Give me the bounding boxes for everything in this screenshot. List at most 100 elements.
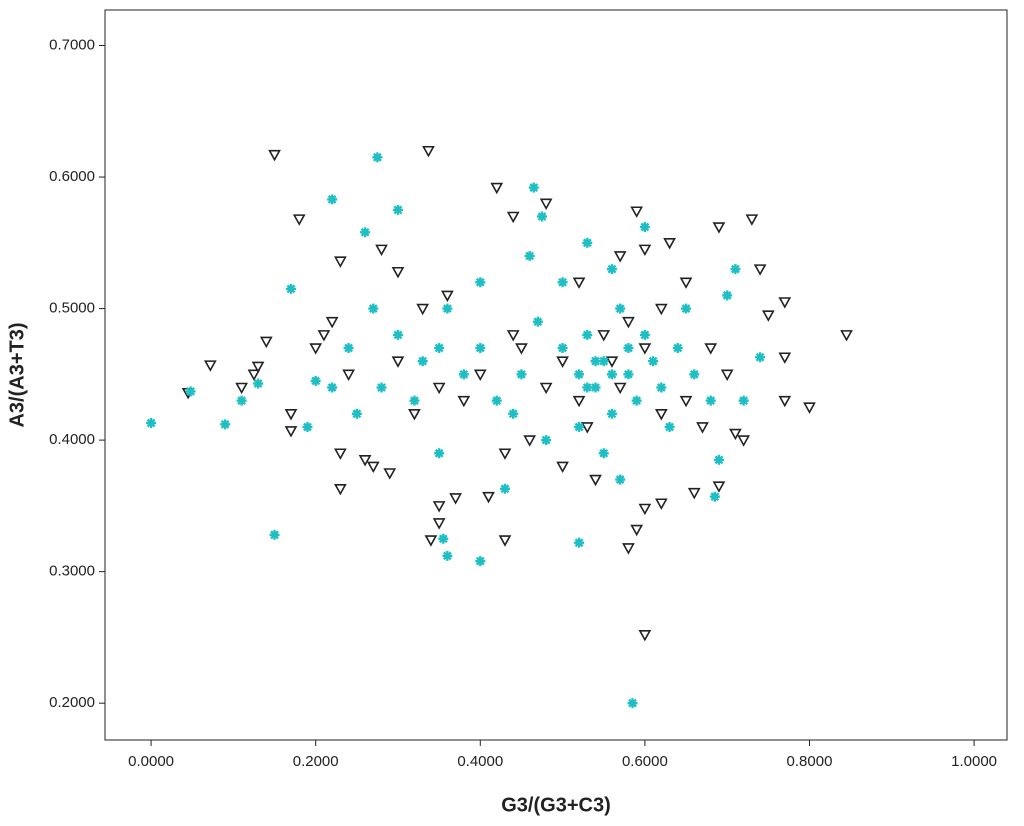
marker-shape	[203, 360, 217, 372]
marker-shape	[498, 535, 512, 547]
marker-stroke	[574, 369, 584, 379]
marker-stroke	[722, 291, 732, 300]
point	[730, 264, 741, 275]
marker-shape	[506, 211, 520, 224]
marker-shape	[432, 518, 446, 530]
marker-shape	[753, 264, 767, 276]
marker-stroke	[632, 396, 642, 406]
point	[442, 550, 453, 561]
point	[712, 481, 726, 493]
point	[457, 395, 471, 408]
point	[572, 277, 586, 289]
marker-shape	[334, 448, 347, 460]
marker-stroke	[311, 376, 321, 386]
point	[458, 369, 469, 380]
marker-shape	[556, 461, 569, 474]
point	[556, 356, 569, 368]
marker-stroke	[434, 448, 444, 458]
point	[473, 369, 487, 381]
point	[391, 266, 405, 279]
marker-stroke	[710, 492, 720, 502]
point	[539, 382, 553, 395]
marker-stroke	[475, 343, 485, 353]
y-tick-label: 0.5000	[49, 300, 95, 317]
marker-shape	[334, 483, 347, 496]
marker-shape	[457, 395, 471, 408]
point	[342, 369, 355, 381]
point	[613, 382, 627, 395]
marker-stroke	[648, 356, 658, 366]
point	[631, 395, 642, 406]
point	[803, 402, 816, 414]
marker-stroke	[344, 343, 353, 353]
point	[251, 361, 265, 374]
marker-stroke	[591, 356, 600, 366]
marker-stroke	[673, 343, 683, 353]
point	[598, 448, 609, 459]
marker-shape	[259, 336, 273, 349]
point	[654, 498, 668, 510]
point	[516, 369, 527, 380]
marker-shape	[761, 310, 775, 322]
y-tick-label: 0.2000	[49, 694, 95, 711]
marker-shape	[317, 330, 331, 342]
marker-stroke	[533, 317, 543, 327]
marker-stroke	[327, 195, 337, 204]
marker-shape	[383, 468, 397, 480]
point	[705, 395, 716, 406]
marker-shape	[432, 501, 446, 513]
point	[738, 395, 749, 406]
marker-stroke	[286, 284, 296, 294]
point	[656, 382, 667, 393]
marker-shape	[515, 343, 528, 355]
point	[268, 149, 281, 162]
point	[383, 468, 397, 480]
point	[648, 356, 659, 367]
point	[761, 310, 775, 322]
marker-shape	[638, 629, 652, 642]
marker-stroke	[574, 422, 584, 432]
point	[778, 297, 792, 309]
marker-stroke	[475, 277, 485, 287]
marker-stroke	[582, 238, 592, 248]
point	[664, 421, 675, 432]
point	[310, 375, 321, 386]
marker-stroke	[541, 435, 551, 445]
marker-shape	[473, 369, 487, 381]
plot-frame	[104, 9, 1008, 741]
marker-shape	[424, 535, 438, 547]
marker-shape	[663, 238, 676, 250]
marker-shape	[292, 214, 306, 226]
marker-stroke	[529, 183, 539, 192]
point	[623, 343, 634, 354]
x-tick-label: 0.8000	[787, 753, 833, 770]
marker-shape	[696, 422, 709, 434]
point	[615, 303, 626, 314]
point	[235, 382, 248, 395]
point	[580, 422, 594, 434]
marker-stroke	[558, 277, 567, 287]
y-tick-label: 0.6000	[49, 168, 95, 185]
point	[582, 237, 593, 248]
point	[506, 211, 520, 224]
marker-shape	[778, 352, 792, 364]
point	[334, 483, 347, 496]
marker-shape	[589, 474, 602, 487]
marker-shape	[630, 524, 644, 537]
marker-stroke	[368, 304, 378, 313]
marker-shape	[523, 435, 537, 447]
point	[722, 290, 733, 301]
point	[638, 503, 652, 516]
point	[778, 352, 792, 364]
marker-stroke	[706, 396, 716, 406]
point	[220, 419, 231, 430]
marker-shape	[539, 382, 553, 395]
point	[582, 329, 593, 340]
point	[449, 493, 462, 505]
marker-stroke	[373, 152, 382, 162]
point	[368, 303, 379, 314]
point	[524, 250, 535, 261]
point	[372, 152, 383, 163]
point	[203, 360, 217, 372]
point	[606, 408, 617, 419]
